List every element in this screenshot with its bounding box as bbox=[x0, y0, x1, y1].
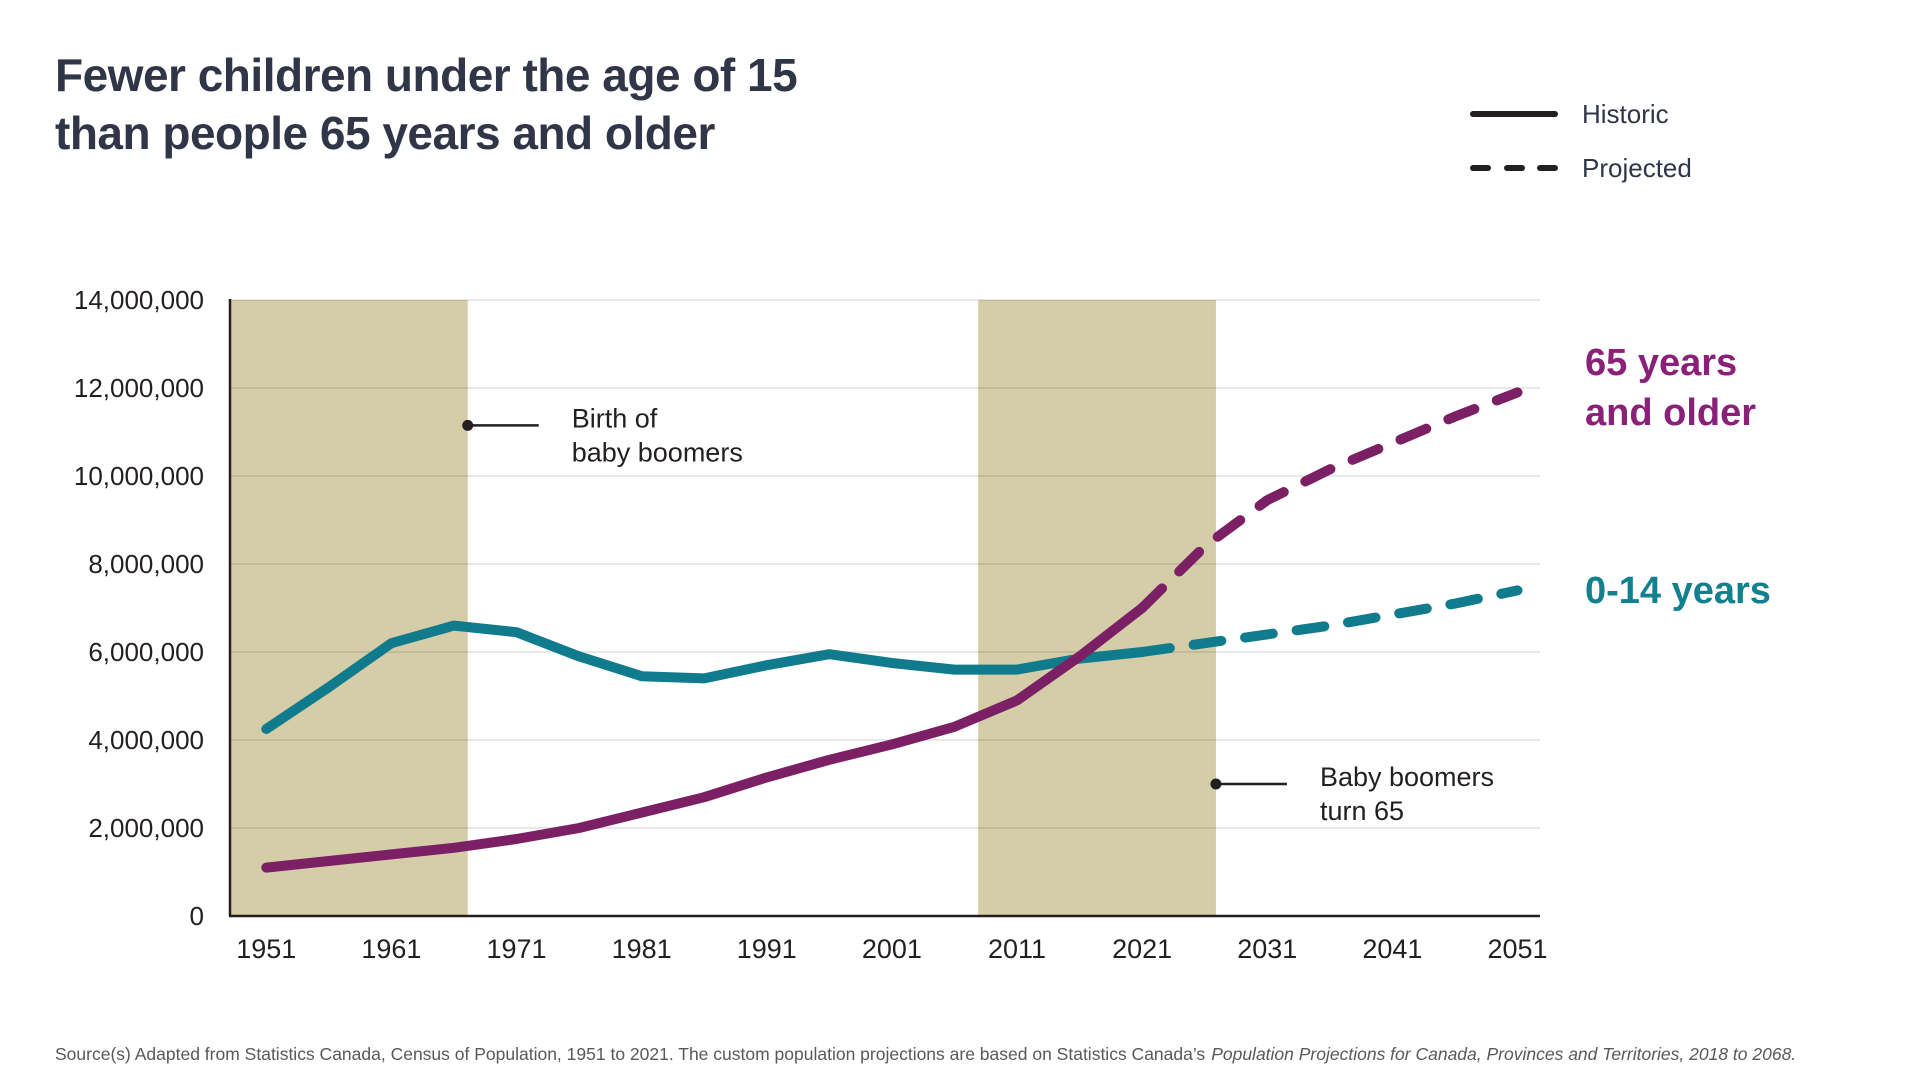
title-line-1: Fewer children under the age of 15 bbox=[55, 49, 798, 101]
annotation-dot-birth-of-baby-boomers bbox=[462, 419, 474, 431]
annotation-text-baby-boomers-turn-65: turn 65 bbox=[1320, 796, 1404, 826]
x-tick-label: 2021 bbox=[1112, 934, 1172, 964]
x-tick-label: 2011 bbox=[988, 934, 1046, 964]
legend: Historic Projected bbox=[1470, 98, 1692, 208]
y-tick-label: 8,000,000 bbox=[88, 549, 204, 579]
annotation-text-baby-boomers-turn-65: Baby boomers bbox=[1320, 762, 1494, 792]
projected-line-swatch bbox=[1470, 165, 1558, 171]
x-tick-label: 2001 bbox=[862, 934, 922, 964]
x-tick-label: 1981 bbox=[612, 934, 672, 964]
x-tick-label: 1961 bbox=[361, 934, 421, 964]
projected-line-65-years-and-older bbox=[1137, 387, 1523, 613]
x-tick-label: 1951 bbox=[236, 934, 296, 964]
source-text: Source(s) Adapted from Statistics Canada… bbox=[55, 1044, 1206, 1064]
x-tick-label: 2051 bbox=[1487, 934, 1547, 964]
annotation-text-birth-of-baby-boomers: Birth of bbox=[572, 403, 658, 433]
x-tick-label: 1991 bbox=[737, 934, 797, 964]
series-label-0-14-years: 0-14 years bbox=[1585, 570, 1771, 612]
y-tick-label: 12,000,000 bbox=[74, 373, 204, 403]
historic-line-65-years-and-older bbox=[261, 603, 1148, 873]
source-publication-title: Population Projections for Canada, Provi… bbox=[1211, 1044, 1797, 1064]
legend-item-historic: Historic bbox=[1470, 98, 1692, 129]
projected-line-0-14-years bbox=[1137, 585, 1523, 657]
legend-item-projected: Projected bbox=[1470, 152, 1692, 183]
series-label-65-and-older: 65 years and older bbox=[1585, 342, 1757, 434]
annotation-dot-baby-boomers-turn-65 bbox=[1210, 778, 1222, 790]
x-tick-label: 2041 bbox=[1362, 934, 1422, 964]
title-line-2: than people 65 years and older bbox=[55, 107, 715, 159]
y-tick-label: 10,000,000 bbox=[74, 461, 204, 491]
y-tick-label: 2,000,000 bbox=[88, 813, 204, 843]
historic-line-swatch bbox=[1470, 111, 1558, 117]
legend-label-historic: Historic bbox=[1582, 98, 1669, 129]
page-title: Fewer children under the age of 15 than … bbox=[55, 46, 798, 162]
x-tick-label: 2031 bbox=[1237, 934, 1297, 964]
historic-line-0-14-years bbox=[261, 620, 1148, 734]
legend-label-projected: Projected bbox=[1582, 152, 1692, 183]
y-tick-label: 6,000,000 bbox=[88, 637, 204, 667]
annotation-text-birth-of-baby-boomers: baby boomers bbox=[572, 437, 743, 467]
y-tick-label: 0 bbox=[190, 901, 204, 931]
y-tick-label: 4,000,000 bbox=[88, 725, 204, 755]
band-birth-of-baby-boomers bbox=[230, 300, 468, 916]
source-note: Source(s) Adapted from Statistics Canada… bbox=[55, 1044, 1796, 1065]
y-tick-label: 14,000,000 bbox=[74, 285, 204, 315]
x-tick-label: 1971 bbox=[486, 934, 546, 964]
band-baby-boomers-turn-65 bbox=[978, 300, 1216, 916]
